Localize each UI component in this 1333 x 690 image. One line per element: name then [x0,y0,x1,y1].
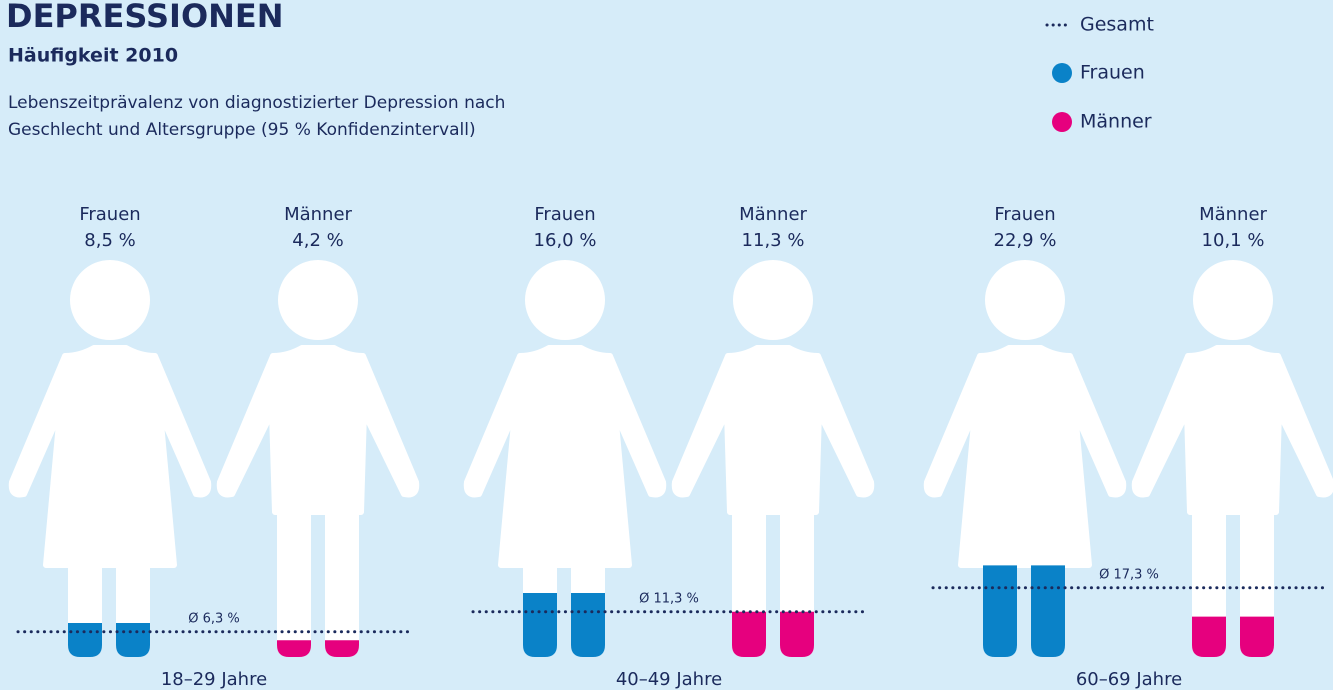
leg-fill [983,565,1017,657]
male-figure [671,260,875,657]
head [1193,260,1273,340]
value-label: 10,1 % [1202,230,1265,251]
leg-fill [116,623,150,657]
value-label: 11,3 % [742,230,805,251]
legend-swatch [1052,63,1072,83]
body [671,345,875,515]
female-figure [923,260,1127,657]
legend-label: Frauen [1080,62,1145,84]
average-label: Ø 17,3 % [1099,567,1159,582]
leg-fill [571,593,605,657]
legend-label: Gesamt [1080,14,1154,36]
value-label: 8,5 % [84,230,135,251]
head [70,260,150,340]
legend-label: Männer [1080,111,1152,133]
head [733,260,813,340]
body [923,345,1127,568]
series-label: Männer [284,204,352,225]
chart-subtitle: Häufigkeit 2010 [8,45,178,67]
series-label: Männer [739,204,807,225]
leg-fill [732,611,766,657]
value-label: 16,0 % [534,230,597,251]
leg-fill [68,623,102,657]
female-figure [463,260,667,657]
leg-fill [1192,616,1226,657]
leg-fill [1031,565,1065,657]
series-label: Frauen [534,204,595,225]
value-label: 4,2 % [292,230,343,251]
body [463,345,667,568]
leg-fill [780,611,814,657]
chart-title: DEPRESSIONEN [6,0,284,35]
head [525,260,605,340]
head [985,260,1065,340]
leg [277,508,311,657]
series-label: Frauen [79,204,140,225]
leg-fill [1240,616,1274,657]
female-figure [8,260,212,657]
body [1131,345,1333,515]
leg [325,508,359,657]
head [278,260,358,340]
series-label: Frauen [994,204,1055,225]
category-label: 18–29 Jahre [161,669,267,690]
average-label: Ø 6,3 % [188,611,240,626]
leg-fill [277,640,311,657]
leg-fill [325,640,359,657]
body [8,345,212,568]
leg-fill [523,593,557,657]
series-label: Männer [1199,204,1267,225]
body [216,345,420,515]
legend-swatch [1052,112,1072,132]
male-figure [216,260,420,657]
chart-description: Lebenszeitprävalenz von diagnostizierter… [8,93,506,140]
male-figure [1131,260,1333,657]
category-label: 40–49 Jahre [616,669,722,690]
value-label: 22,9 % [994,230,1057,251]
average-label: Ø 11,3 % [639,591,699,606]
category-label: 60–69 Jahre [1076,669,1182,690]
